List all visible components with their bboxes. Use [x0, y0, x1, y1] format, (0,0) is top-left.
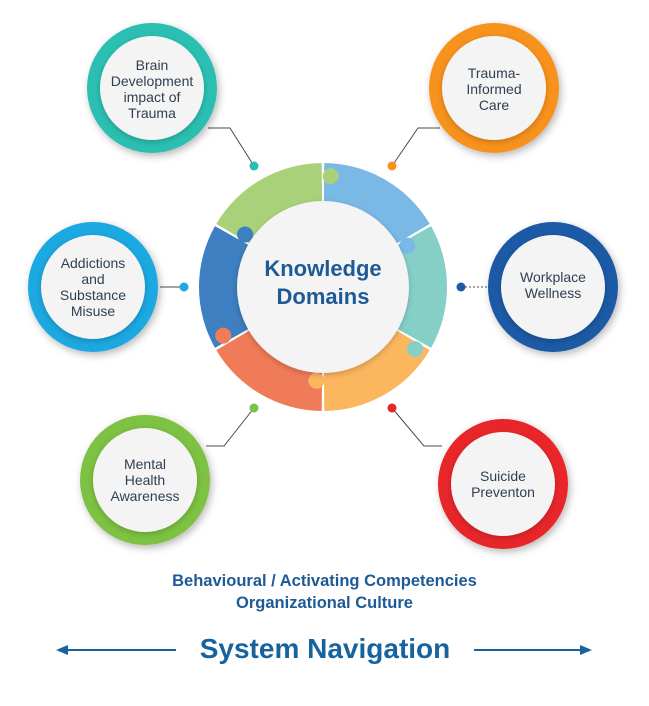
ring-segment-left [199, 226, 254, 348]
domain-circle-workplace-wellness [488, 222, 618, 352]
system-navigation-title: System Navigation [199, 633, 451, 664]
ring-segment-top-left [216, 163, 323, 247]
domain-label-addictions: Addictions and Substance Misuse [38, 252, 148, 322]
puzzle-knob [322, 168, 339, 185]
domain-circle-brain-development [87, 23, 217, 153]
label-line: Addictions [60, 255, 126, 271]
dot-mental-health [249, 403, 259, 413]
left-arrow-head [56, 645, 68, 655]
connector-suicide [391, 407, 442, 447]
label-line: Awareness [110, 488, 180, 504]
ring-segment-bottom-left [216, 327, 323, 411]
puzzle-knob [237, 226, 254, 243]
label-line: Trauma- [467, 65, 521, 81]
domain-disc [501, 235, 605, 339]
ring-segment-top-right [323, 163, 430, 247]
dot-brain [249, 161, 259, 171]
competencies-text: Behavioural / Activating Competencies [172, 572, 477, 590]
domain-label-workplace-wellness: Workplace Wellness [498, 267, 608, 303]
domain-label-trauma-informed-care: Trauma- Informed Care [439, 62, 549, 116]
label-line: and [81, 271, 105, 287]
domain-circle-suicide-prevention [438, 419, 568, 549]
center-title-line-1: Knowledge [264, 256, 382, 281]
label-line: impact of [123, 89, 181, 105]
connector-brain [208, 127, 255, 167]
puzzle-knob [308, 372, 325, 389]
puzzle-knob [399, 237, 416, 254]
puzzle-knob [407, 341, 424, 358]
connector-mental-health [206, 407, 255, 447]
domain-disc [451, 432, 555, 536]
center-title: Knowledge Domains [238, 255, 408, 311]
label-line: Health [124, 472, 166, 488]
domain-disc [93, 428, 197, 532]
label-line: Care [478, 97, 510, 113]
dot-suicide [387, 403, 397, 413]
dot-workplace [456, 282, 466, 292]
connector-dots [179, 161, 466, 413]
dot-trauma-care [387, 161, 397, 171]
domain-disc [442, 36, 546, 140]
right-arrow-head [580, 645, 592, 655]
center-disc [237, 201, 409, 373]
label-line: Wellness [524, 285, 582, 301]
label-line: Preventon [471, 484, 535, 500]
domain-label-suicide-prevention: Suicide Preventon [448, 466, 558, 502]
connector-trauma-care [391, 127, 440, 167]
label-line: Suicide [480, 468, 526, 484]
ring-segment-bottom-right [323, 327, 430, 411]
label-line: Informed [466, 81, 522, 97]
label-line: Workplace [520, 269, 586, 285]
puzzle-knob [215, 327, 232, 344]
domain-circle-addictions [28, 222, 158, 352]
label-line: Brain [135, 57, 169, 73]
label-line: Trauma [128, 105, 176, 121]
domain-disc [100, 36, 204, 140]
navigation-arrows [56, 645, 592, 655]
puzzle-ring [199, 163, 447, 411]
label-line: Mental [123, 456, 166, 472]
label-line: Misuse [70, 303, 116, 319]
dot-addictions [179, 282, 189, 292]
domain-circle-trauma-informed-care [429, 23, 559, 153]
domain-circles [28, 23, 618, 549]
center-title-line-2: Domains [276, 284, 370, 309]
puzzle-knobs [215, 168, 424, 389]
label-line: Substance [59, 287, 127, 303]
label-line: Development [110, 73, 194, 89]
domain-circle-mental-health [80, 415, 210, 545]
domain-label-brain-development: Brain Development impact of Trauma [97, 54, 207, 124]
ring-segment-right [392, 226, 447, 348]
domain-label-mental-health: Mental Health Awareness [90, 453, 200, 507]
domain-disc [41, 235, 145, 339]
organizational-culture-text: Organizational Culture [236, 594, 413, 612]
